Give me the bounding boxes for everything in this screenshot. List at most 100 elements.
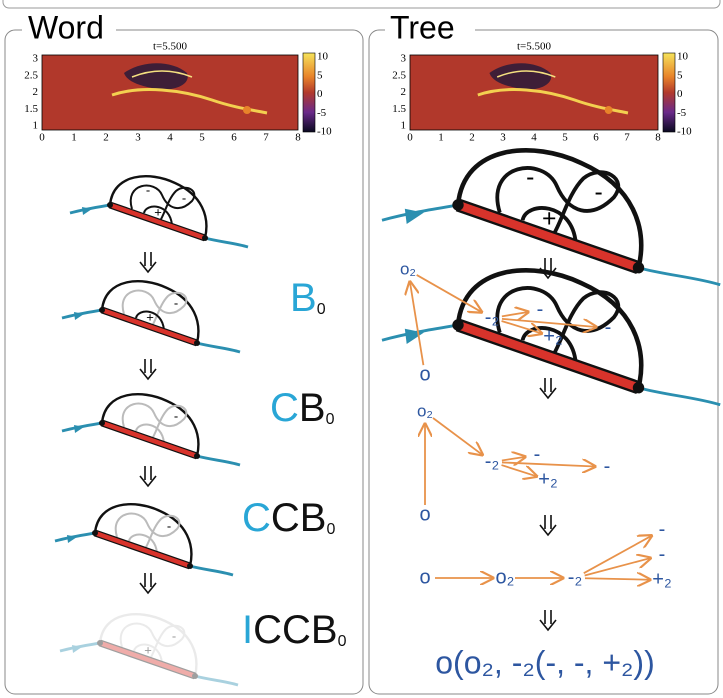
x-tick-label: 2 (469, 132, 475, 144)
tree-node: - (604, 455, 611, 477)
endpoint (192, 673, 198, 679)
tree-node: -₂ (485, 306, 499, 328)
panel-title: Tree (390, 9, 455, 45)
word-rest: B (299, 386, 326, 430)
colorbar-tick-label: 5 (317, 69, 323, 81)
endpoint (99, 307, 105, 313)
tree-node: -₂ (485, 450, 499, 472)
y-tick-label: 1.5 (24, 103, 38, 115)
implies-arrow (140, 359, 156, 379)
endpoint (194, 340, 200, 346)
implies-arrow (140, 573, 156, 593)
endpoint (92, 530, 98, 536)
knot-diagram: +- (62, 281, 240, 352)
colorbar (663, 53, 675, 132)
figure: Word Tree t=5.50032.521.510123456781050-… (0, 0, 723, 698)
tree-node: - (659, 543, 666, 565)
colorbar-tick-label: -10 (317, 126, 332, 138)
flow-line (639, 388, 721, 405)
tree-node: - (659, 518, 666, 540)
tree-node: - (537, 298, 544, 320)
tree-node: o (419, 363, 430, 385)
word-label: CCB0 (242, 496, 335, 540)
endpoint (97, 640, 103, 646)
y-tick-label: 1.5 (392, 103, 406, 115)
tree-edge (502, 462, 595, 466)
tree-edge (585, 578, 650, 579)
word-new: C (242, 496, 271, 540)
tree-edge (433, 418, 482, 455)
word-sub: 0 (326, 521, 335, 538)
tree-node: o₂ (400, 259, 416, 278)
flow-line (195, 676, 238, 685)
flow-line (205, 238, 248, 247)
implies-arrow (540, 515, 556, 535)
implies-arrow (540, 610, 556, 630)
y-tick-label: 2.5 (392, 69, 406, 81)
tree-node: +₂ (652, 568, 671, 590)
x-tick-label: 4 (167, 132, 173, 144)
flow-line (639, 268, 721, 285)
y-tick-label: 2.5 (24, 69, 38, 81)
x-tick-label: 8 (655, 132, 661, 144)
word-rest: CB (271, 496, 327, 540)
y-tick-label: 2 (401, 86, 407, 98)
colorbar-tick-label: 0 (317, 88, 323, 100)
tree-node: - (534, 443, 541, 465)
sign: - (526, 164, 534, 191)
endpoint (452, 319, 463, 330)
endpoint (452, 199, 463, 210)
x-tick-label: 2 (103, 132, 109, 144)
tree-edge (410, 282, 423, 365)
word-sub: 0 (338, 633, 347, 650)
endpoint (194, 453, 200, 459)
time-label: t=5.500 (153, 41, 188, 53)
word-new: B (290, 276, 317, 320)
tree-node: o (419, 503, 430, 525)
sign: + (154, 204, 162, 219)
flow-line (197, 343, 240, 352)
x-tick-label: 7 (263, 132, 269, 144)
colorbar-tick-label: 5 (677, 69, 683, 81)
sign: - (182, 190, 186, 205)
x-tick-label: 3 (500, 132, 506, 144)
y-tick-label: 1 (33, 120, 39, 132)
blob (605, 106, 613, 114)
flow-line (197, 456, 240, 465)
top-frame (3, 0, 720, 8)
word-new: C (270, 386, 299, 430)
x-tick-label: 1 (438, 132, 444, 144)
x-tick-label: 3 (135, 132, 141, 144)
colorbar (303, 53, 315, 132)
y-tick-label: 3 (401, 53, 407, 65)
x-tick-label: 6 (593, 132, 599, 144)
bar (102, 423, 197, 456)
y-tick-label: 1 (401, 120, 407, 132)
colorbar-tick-label: 0 (677, 88, 683, 100)
time-label: t=5.500 (517, 41, 552, 53)
endpoint (633, 382, 644, 393)
x-tick-label: 5 (199, 132, 205, 144)
tree-node: o₂ (417, 401, 433, 420)
tree-node: -₂ (568, 566, 582, 588)
tree-edge (502, 465, 537, 476)
sign: - (174, 408, 178, 423)
endpoint (187, 563, 193, 569)
tree-node: o₂ (496, 566, 515, 588)
bar (95, 533, 190, 566)
tree-edge (502, 457, 525, 461)
knot-diagram: - (62, 394, 240, 465)
sign: - (167, 518, 171, 533)
knot-diagram: - (55, 504, 233, 575)
tree-node: +₂ (543, 325, 562, 347)
sign: + (542, 206, 556, 233)
word-new: I (242, 608, 253, 652)
colorbar-tick-label: 10 (317, 51, 329, 63)
word-label: ICCB0 (242, 608, 347, 652)
sign: - (146, 182, 150, 197)
knot-diagram: -+- (70, 176, 248, 247)
endpoint (107, 202, 113, 208)
y-tick-label: 3 (33, 53, 39, 65)
endpoint (633, 262, 644, 273)
x-tick-label: 8 (295, 132, 301, 144)
